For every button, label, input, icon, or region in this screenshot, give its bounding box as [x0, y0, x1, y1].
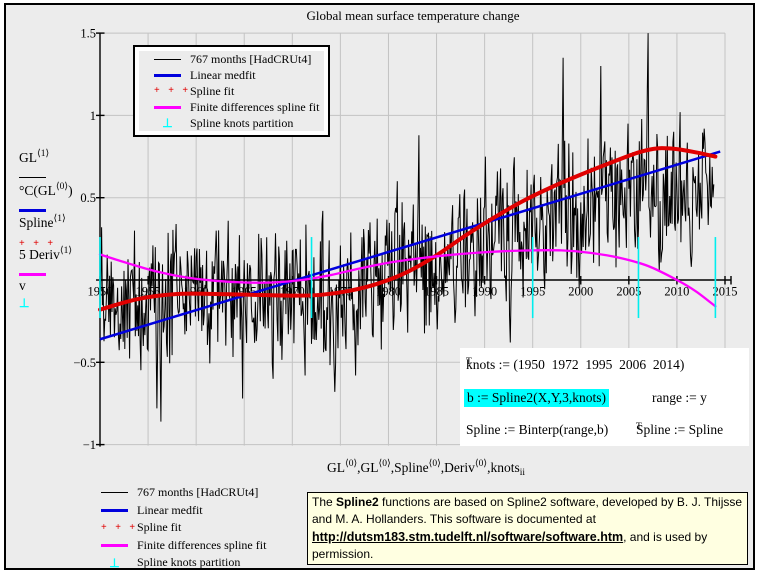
superscript: ⟨0⟩	[474, 459, 488, 469]
knots-definition[interactable]: knots := (1950 1972 1995 2006 2014) T	[466, 357, 685, 372]
knot-marker-sample: ⊥	[109, 555, 120, 570]
superscript: ⟨0⟩	[345, 459, 358, 469]
blue-line-sample	[19, 209, 46, 212]
transpose-superscript: T	[636, 422, 642, 432]
legend-label: Spline fit	[190, 83, 235, 98]
legend-item-knots: ⊥ Spline knots partition	[154, 115, 324, 131]
legend-box-top: 767 months [HadCRUt4] Linear medfit + + …	[133, 45, 330, 137]
svg-text:2000: 2000	[568, 285, 593, 299]
superscript: ⟨1⟩	[37, 149, 50, 159]
legend-item-knots: ⊥ Spline knots partition	[101, 554, 266, 572]
superscript: ⟨1⟩	[53, 214, 66, 224]
black-line-sample	[154, 58, 181, 60]
note-text: functions are based on Spline2 software,…	[312, 495, 743, 527]
x-axis-caption: GL⟨0⟩,GL⟨0⟩,Spline⟨0⟩,Deriv⟨0⟩,knotsii	[327, 459, 525, 478]
svg-text:−1: −1	[83, 438, 96, 452]
legend-label: Spline knots partition	[190, 115, 294, 130]
y-expr-gl1: GL⟨1⟩	[19, 149, 50, 165]
superscript: ⟨1⟩	[59, 246, 73, 256]
legend-box-inner: 767 months [HadCRUt4] Linear medfit + + …	[139, 51, 324, 131]
legend-label: 767 months [HadCRUt4]	[137, 485, 259, 500]
legend-label: Spline knots partition	[137, 555, 241, 570]
superscript: ⟨0⟩	[55, 182, 69, 192]
svg-text:−0.5: −0.5	[73, 356, 96, 370]
black-line-sample	[19, 177, 46, 178]
y-expr-denominator: °C(GL⟨0⟩)	[19, 182, 73, 198]
software-link[interactable]: http://dutsm183.stm.tudelft.nl/software/…	[312, 529, 624, 544]
svg-text:0.5: 0.5	[80, 191, 96, 205]
svg-text:2010: 2010	[664, 285, 689, 299]
blue-line-sample	[154, 73, 181, 77]
note-text: The	[312, 495, 337, 509]
spline-transpose-definition[interactable]: Spline := Spline T	[636, 422, 724, 437]
note-text: , and is used by permission.	[312, 529, 708, 562]
svg-text:2005: 2005	[616, 285, 641, 299]
note-bold-spline2: Spline2	[336, 495, 379, 509]
spline-definition[interactable]: Spline := Binterp(range,b)	[466, 422, 609, 437]
red-dots-sample: + + +	[19, 238, 57, 249]
legend-item-spline: + + + Spline fit	[154, 83, 324, 99]
magenta-line-sample	[154, 105, 181, 109]
y-expr-deriv: 5 Deriv⟨1⟩	[19, 246, 73, 262]
range-definition[interactable]: range := y	[652, 390, 707, 405]
legend-item-linear: Linear medfit	[101, 502, 266, 520]
legend-item-finite-diff: Finite differences spline fit	[101, 537, 266, 555]
knot-marker-sample: ⊥	[162, 116, 173, 130]
legend-label: Finite differences spline fit	[190, 99, 320, 114]
legend-item-hadcrut: 767 months [HadCRUt4]	[101, 484, 266, 502]
y-expr-spline: Spline⟨1⟩	[19, 214, 66, 230]
legend-label: Spline fit	[137, 520, 182, 535]
legend-item-linear: Linear medfit	[154, 67, 324, 83]
magenta-line-sample	[19, 273, 46, 276]
b-definition-highlighted[interactable]: b := Spline2(X,Y,3,knots)	[464, 389, 609, 407]
svg-text:2015: 2015	[713, 285, 738, 299]
superscript: ⟨0⟩	[378, 459, 391, 469]
legend-item-hadcrut: 767 months [HadCRUt4]	[154, 51, 324, 67]
transpose-superscript: T	[466, 357, 472, 367]
math-region: knots := (1950 1972 1995 2006 2014) T b :…	[460, 348, 749, 446]
legend-item-spline: + + + Spline fit	[101, 519, 266, 537]
knot-marker-sample: ⊥	[19, 296, 30, 310]
superscript: ⟨0⟩	[428, 459, 441, 469]
legend-label: 767 months [HadCRUt4]	[190, 51, 312, 66]
blue-line-sample	[101, 508, 128, 512]
legend-label: Finite differences spline fit	[137, 537, 267, 552]
svg-text:1.5: 1.5	[80, 27, 96, 41]
red-dots-sample: + + +	[154, 85, 192, 96]
legend-label: Linear medfit	[137, 502, 203, 517]
svg-text:1: 1	[90, 109, 96, 123]
magenta-line-sample	[101, 543, 128, 547]
legend-item-finite-diff: Finite differences spline fit	[154, 99, 324, 115]
legend-label: Linear medfit	[190, 67, 256, 82]
y-expr-v: v	[19, 278, 26, 293]
attribution-note: The Spline2 functions are based on Splin…	[307, 492, 748, 565]
black-line-sample	[101, 492, 128, 494]
subscript: ii	[519, 468, 525, 478]
chart-title: Global mean surface temperature change	[306, 8, 520, 23]
red-dots-sample: + + +	[101, 521, 139, 533]
legend-bottom: 767 months [HadCRUt4] Linear medfit + + …	[101, 484, 266, 572]
